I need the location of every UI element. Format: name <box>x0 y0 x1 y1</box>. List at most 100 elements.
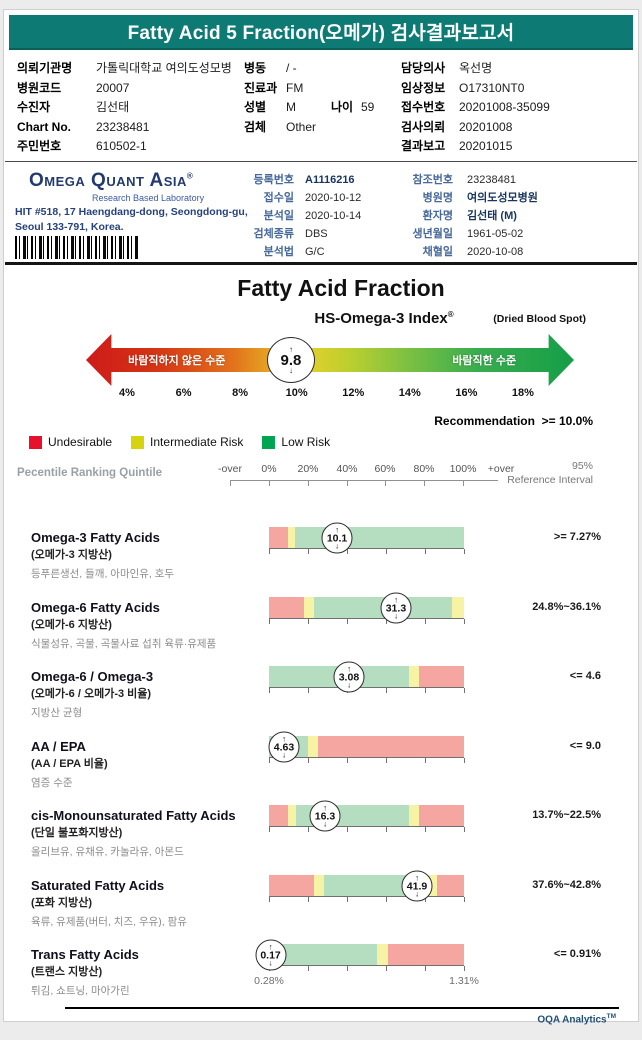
bar-segment-red <box>418 805 464 826</box>
fatty-acid-row: AA / EPA (AA / EPA 비율) 염증 수준 ↑ 4.63 ↓ <= 9.0 <box>4 731 642 796</box>
trademark-mark: TM <box>606 1013 616 1020</box>
row-food-sources: 육류, 유제품(버터, 치즈, 우유), 팜유 <box>31 916 187 928</box>
row-title: AA / EPA <box>31 739 86 754</box>
index-label-text: HS-Omega-3 Index <box>314 310 448 327</box>
field-value: 20201008-35099 <box>459 100 550 114</box>
row-value: 10.1 <box>326 532 348 544</box>
bar-axis-tick <box>425 619 426 624</box>
bar-axis-tick <box>269 758 270 763</box>
arrow-up-icon: ↑ <box>322 803 327 812</box>
fatty-acid-row: Saturated Fatty Acids (포화 지방산) 육류, 유제품(버터,… <box>4 870 642 935</box>
bar-segment-yellow <box>287 805 296 826</box>
omega3-index-gauge: 바람직하지 않은 수준 바람직한 수준 ↑ 9.8 ↓ <box>86 334 574 386</box>
bar-axis-tick <box>464 688 465 693</box>
gauge-scale-label: 6% <box>175 387 192 399</box>
lab-field-row: 검체종류 DBS <box>236 225 361 243</box>
patient-info-middle-column: 병동 / - 진료과 FM 성별 M 나이 59 검체 Other <box>244 59 406 137</box>
patient-info-row: 검사의뢰 20201008 <box>401 118 550 138</box>
patient-info-row: 담당의사 옥선명 <box>401 59 550 79</box>
arrow-down-icon: ↓ <box>268 958 273 967</box>
page-title: Fatty Acid 5 Fraction(오메가) 검사결과보고서 <box>127 23 515 44</box>
arrow-down-icon: ↓ <box>282 750 286 759</box>
row-food-sources: 염증 수준 <box>31 777 73 789</box>
field-value: G/C <box>305 246 325 258</box>
bar-axis-tick <box>308 966 309 971</box>
field-value: 20201008 <box>459 119 513 134</box>
fatty-acid-row: Omega-6 Fatty Acids (오메가-6 지방산) 식물성유, 곡물, … <box>4 592 642 657</box>
bar-segment-yellow <box>377 944 388 965</box>
bar-segment-red <box>437 875 464 896</box>
field-label: 결과보고 <box>401 139 446 153</box>
field-label: 담당의사 <box>401 61 446 75</box>
bar-segment-red <box>317 736 464 757</box>
field-value: O17310NT0 <box>459 80 525 95</box>
row-subtitle: (오메가-6 지방산) <box>31 619 112 631</box>
percentile-bar <box>269 597 464 619</box>
bar-axis-tick <box>347 758 348 763</box>
row-subtitle: (단일 불포화지방산) <box>31 827 123 839</box>
bar-segment-red <box>418 666 464 687</box>
fatty-acid-row: Trans Fatty Acids (트랜스 지방산) 튀김, 쇼트닝, 마아가린 ↑… <box>4 939 642 1004</box>
field-label: 나이 <box>331 100 354 114</box>
field-value: 1961-05-02 <box>467 228 524 240</box>
gauge-scale: 4% 6% 8% 10% 12% 14% 16% 18% <box>86 387 574 403</box>
row-value: 0.17 <box>260 949 281 961</box>
arrow-up-icon: ↑ <box>282 734 286 743</box>
bar-axis-tick <box>386 966 387 971</box>
field-label: 병원코드 <box>17 80 62 95</box>
arrow-down-icon: ↓ <box>335 541 340 550</box>
field-label: 검사의뢰 <box>401 119 446 134</box>
axis-tick-label: -over <box>218 463 242 475</box>
bar-axis-tick <box>425 758 426 763</box>
bar-axis-tick <box>386 688 387 693</box>
row-food-sources: 올리브유, 유채유, 카놀라유, 아몬드 <box>31 846 184 858</box>
field-label: 병원명 <box>422 192 453 204</box>
bar-axis-tick <box>464 897 465 902</box>
row-value-marker: ↑ 3.08 ↓ <box>333 661 365 693</box>
bar-axis-tick <box>464 619 465 624</box>
field-value: 김선태 <box>96 100 130 114</box>
patient-info-row: 접수번호 20201008-35099 <box>401 98 550 118</box>
field-value: 610502-1 <box>96 139 147 153</box>
registered-mark: ® <box>447 310 454 319</box>
risk-legend: Undesirable Intermediate Risk Low Risk <box>29 435 349 449</box>
bar-axis-tick <box>308 758 309 763</box>
patient-info-row: 수진자 김선태 <box>17 98 232 118</box>
patient-info-row: 임상정보 O17310NT0 <box>401 79 550 99</box>
row-value-marker: ↑ 0.17 ↓ <box>255 939 287 971</box>
section-divider-thin <box>5 161 637 162</box>
arrow-up-icon: ↑ <box>393 595 398 604</box>
field-label: 채혈일 <box>422 246 453 258</box>
lab-field-row: 접수일 2020-10-12 <box>236 189 362 207</box>
reference-interval-percent: 95% <box>571 460 593 472</box>
percentile-bar <box>269 805 464 827</box>
gauge-value: 9.8 <box>280 351 302 369</box>
bar-axis-tick <box>347 619 348 624</box>
bar-axis-tick <box>269 688 270 693</box>
bar-axis-tick <box>386 619 387 624</box>
bar-segment-red <box>269 597 304 618</box>
row-title: Omega-3 Fatty Acids <box>31 530 160 545</box>
field-value: M <box>286 100 296 114</box>
row-title: Saturated Fatty Acids <box>31 878 165 893</box>
field-value: FM <box>286 80 304 95</box>
row-title: Omega-6 / Omega-3 <box>31 669 154 684</box>
bar-axis-tick <box>464 966 465 971</box>
reference-interval-value: <= 4.6 <box>569 670 601 682</box>
lab-logo-text: Omega Quant Asia <box>29 170 187 191</box>
field-label: 검체종류 <box>253 228 294 240</box>
axis-tick-label: 80% <box>413 463 435 475</box>
bar-axis-tick <box>269 549 270 554</box>
patient-info-row: 성별 M 나이 59 <box>244 98 406 118</box>
row-value: 3.08 <box>338 671 360 683</box>
field-label: 접수번호 <box>401 100 446 114</box>
axis-tick <box>424 480 425 486</box>
field-value: / - <box>286 61 297 75</box>
fatty-acid-row: Omega-3 Fatty Acids (오메가-3 지방산) 등푸른생선, 들깨,… <box>4 522 642 587</box>
field-value: Other <box>286 119 317 134</box>
percentile-bar <box>269 875 464 897</box>
bar-axis-tick <box>425 688 426 693</box>
field-value: 여의도성모병원 <box>467 192 538 204</box>
axis-tick-label: 40% <box>336 463 358 475</box>
